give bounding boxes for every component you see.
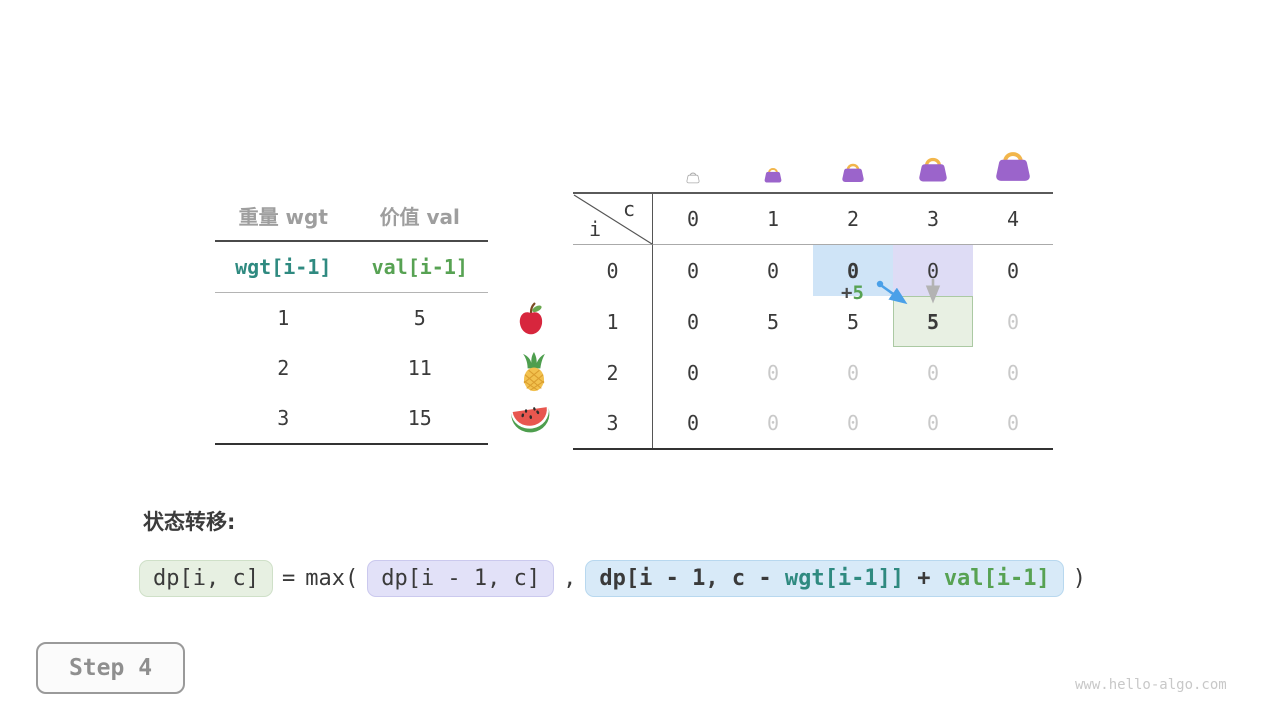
item-value: 5	[413, 306, 426, 330]
wgt-index-label: wgt[i-1]	[235, 255, 332, 279]
dp-cell-i0-c2: 0	[813, 245, 893, 296]
step-button[interactable]: Step 4	[36, 642, 185, 694]
apple-icon	[515, 302, 547, 340]
dp-cell-i1-c2: 5	[846, 309, 860, 334]
option2-prefix: dp[i - 1, c -	[599, 566, 785, 591]
transition-arrows	[876, 279, 941, 305]
dp-cell-i3-c3: 0	[926, 411, 940, 435]
dp-cell-i1-c1: 5	[766, 309, 780, 334]
dp-cell-i3-c2: 0	[846, 411, 860, 435]
dp-cell-i2-c3: 0	[926, 360, 940, 385]
formula-lhs-box: dp[i, c]	[139, 560, 273, 597]
state-transition-label: 状态转移:	[143, 510, 236, 534]
dp-cell-i2-c0: 0	[686, 360, 700, 385]
row-var-label: i	[589, 217, 602, 241]
bag-icon-capacity-4	[994, 152, 1032, 183]
dp-cell-i3-c0: 0	[686, 411, 700, 435]
dp-col-header-3: 3	[893, 194, 973, 245]
dp-cell-i1-c3: 5	[893, 296, 973, 347]
dp-row-header-1: 1	[573, 296, 653, 347]
option2-plus: +	[904, 566, 944, 591]
dp-cell-i2-c2: 0	[846, 360, 860, 385]
dp-cell-i0-c1: 0	[766, 258, 780, 283]
item-value: 11	[407, 356, 432, 380]
formula-option2-box: dp[i - 1, c - wgt[i-1]] + val[i-1]	[585, 560, 1064, 597]
dp-col-header-4: 4	[973, 194, 1053, 245]
dp-col-header-0: 0	[653, 194, 733, 245]
option2-wgt-term: wgt[i-1]]	[784, 566, 905, 591]
bag-icon-capacity-1	[763, 168, 783, 184]
dp-cell-i2-c1: 0	[766, 360, 780, 385]
dp-cell-i2-c4: 0	[1006, 360, 1020, 385]
dp-col-header-1: 1	[733, 194, 813, 245]
item-weight: 1	[277, 306, 290, 330]
max-open: max(	[305, 566, 359, 591]
bag-icon-capacity-0	[686, 172, 700, 184]
item-row-2: 2 11	[215, 343, 488, 393]
dp-cell-i1-c0: 0	[686, 309, 700, 334]
capacity-bags	[573, 125, 1053, 187]
col-var-label: c	[622, 197, 635, 221]
bag-icon-capacity-2	[841, 163, 865, 184]
val-index-label: val[i-1]	[371, 255, 468, 279]
items-table-index-row: wgt[i-1] val[i-1]	[215, 242, 488, 293]
watermark: www.hello-algo.com	[1075, 677, 1227, 693]
weight-column-header: 重量 wgt	[238, 205, 328, 229]
item-row-3: 3 15	[215, 393, 488, 445]
value-column-header: 价值 val	[379, 205, 460, 229]
pineapple-icon	[517, 352, 551, 396]
items-table-header-row: 重量 wgt 价值 val	[215, 191, 488, 242]
bag-icon-capacity-3	[917, 157, 949, 184]
dp-row-header-3: 3	[573, 398, 653, 448]
item-weight: 3	[277, 406, 290, 430]
equals-sign: =	[281, 566, 296, 591]
items-table: 重量 wgt 价值 val wgt[i-1] val[i-1] 1 5 2 11…	[215, 191, 488, 445]
dp-cell-i3-c4: 0	[1006, 411, 1020, 435]
dp-cell-i3-c1: 0	[766, 411, 780, 435]
dp-cell-i0-c0: 0	[686, 258, 700, 283]
add-value-annotation: +5	[841, 282, 864, 304]
added-value: 5	[852, 282, 864, 304]
item-row-1: 1 5	[215, 293, 488, 343]
close-paren: )	[1072, 566, 1087, 591]
formula-option1-box: dp[i - 1, c]	[367, 560, 555, 597]
item-value: 15	[407, 406, 432, 430]
dp-row-header-0: 0	[573, 245, 653, 296]
comma: ,	[563, 566, 577, 591]
dp-cell-i0-c4: 0	[1006, 258, 1020, 283]
dp-col-header-2: 2	[813, 194, 893, 245]
state-transition-formula: dp[i, c] = max( dp[i - 1, c] , dp[i - 1,…	[135, 560, 1091, 597]
dp-corner-cell: c i	[573, 194, 653, 245]
dp-cell-i1-c4: 0	[1006, 309, 1020, 334]
dp-row-header-2: 2	[573, 347, 653, 398]
item-weight: 2	[277, 356, 290, 380]
watermelon-icon	[510, 403, 552, 439]
plus-sign: +	[841, 282, 853, 304]
option2-val-term: val[i-1]	[943, 566, 1050, 591]
